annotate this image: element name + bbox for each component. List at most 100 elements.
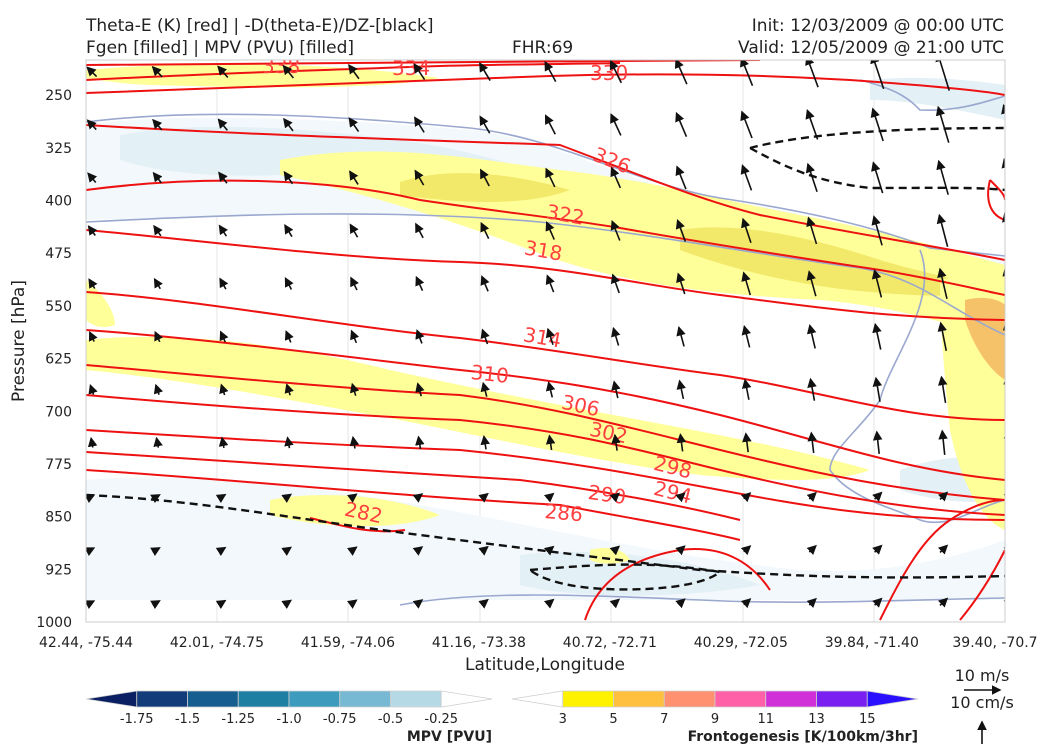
y-tick-label: 700 (45, 404, 72, 420)
wind-vector (676, 272, 686, 295)
wind-vector (805, 162, 818, 192)
wind-vector (86, 600, 96, 609)
wind-vector (805, 109, 819, 140)
wind-vector (478, 598, 489, 609)
forecast-hour: FHR:69 (512, 38, 573, 58)
wind-vector (480, 168, 490, 187)
wind-vector (871, 269, 883, 298)
colorbar-swatch (562, 690, 614, 708)
wind-vector (609, 60, 623, 84)
wind-vector (86, 547, 96, 556)
y-tick-label: 925 (45, 562, 72, 578)
wind-vector (872, 597, 883, 608)
wind-vector (675, 218, 687, 242)
wind-vector (350, 329, 360, 344)
y-axis-label: Pressure [hPa] (9, 280, 29, 402)
wind-vector (479, 62, 491, 81)
wind-vector (415, 382, 425, 397)
wind-vector (415, 329, 425, 344)
wind-vector (806, 491, 817, 502)
wind-vector (806, 544, 817, 555)
wind-vector (937, 375, 948, 403)
colorbar-swatch (339, 690, 391, 708)
y-axis: 250 325 400 475 550 625 700 775 850 925 1000 (36, 88, 72, 631)
wind-vector (1003, 374, 1005, 385)
wind-vector (544, 60, 557, 83)
wind-vector (1003, 428, 1005, 439)
wind-vector (872, 430, 883, 454)
wind-vector (414, 116, 425, 133)
wind-vector (741, 217, 752, 243)
mpv-colorbar: -1.75 -1.5 -1.25 -1.0 -0.75 -0.5 -0.25 MPV [PV… (85, 690, 493, 745)
wind-vector (611, 380, 621, 399)
wind-vector (348, 117, 360, 133)
wind-vector (478, 492, 489, 503)
wind-vector (87, 225, 98, 236)
theta-e-label-286: 286 (544, 499, 584, 526)
colorbar-tick-label: -1.5 (175, 712, 200, 727)
wind-vector (1003, 491, 1005, 502)
colorbar-swatch (613, 690, 665, 708)
x-axis: 42.44, -75.44 42.01, -74.75 41.59, -74.06 4… (39, 635, 1038, 651)
y-tick-label: 775 (45, 457, 72, 473)
chart-title-line2: Fgen [filled] | MPV (PVU) [filled] (86, 38, 354, 58)
wind-vector (676, 433, 687, 452)
colorbar-tick-label: 11 (757, 712, 774, 727)
wind-vector (412, 599, 424, 609)
wind-vector (412, 493, 424, 503)
wind-vector (219, 330, 229, 343)
colorbar-tick-label: 7 (660, 712, 668, 727)
wind-vector (480, 381, 490, 397)
y-tick-label: 1000 (36, 615, 72, 631)
wind-vector (805, 60, 819, 88)
wind-vector (675, 545, 686, 556)
wind-vector (937, 321, 948, 351)
wind-vector (1003, 544, 1005, 555)
x-axis-label: Latitude,Longitude (465, 655, 625, 675)
wind-vector (414, 169, 425, 186)
wind-vector (740, 110, 753, 139)
wind-vector (349, 223, 359, 238)
chart-title-line1: Theta-E (K) [red] | -D(theta-E)/DZ-[blac… (85, 16, 434, 36)
wind-vector (806, 323, 817, 349)
wind-vector (609, 598, 621, 609)
wind-vector (741, 325, 751, 348)
wind-vector (480, 275, 490, 292)
wind-vector (936, 213, 949, 247)
colorbar-swatch (714, 690, 767, 708)
wind-vector (478, 545, 489, 556)
wind-vector (872, 491, 883, 502)
wind-vector (545, 381, 556, 398)
wind-vector (806, 216, 818, 245)
wind-vector (610, 220, 621, 241)
x-tick-label: 42.01, -74.75 (170, 635, 264, 651)
wind-vector (282, 64, 294, 79)
wind-vector (350, 276, 359, 291)
wind-vector (545, 221, 555, 240)
wind-vector (740, 545, 752, 556)
y-tick-label: 325 (45, 141, 72, 157)
wind-vector (88, 278, 98, 289)
wind-vector (675, 492, 686, 503)
colorbar-tick-label: 5 (609, 712, 617, 727)
wind-vector (545, 167, 556, 188)
wind-vector (217, 65, 229, 78)
wind-vector (543, 545, 555, 556)
wind-vector (545, 434, 556, 451)
y-tick-label: 850 (45, 510, 72, 526)
x-tick-label: 41.16, -73.38 (432, 635, 526, 651)
colorbar-tick-label: 15 (859, 712, 876, 727)
wind-vector (284, 330, 294, 343)
y-tick-label: 475 (45, 246, 72, 262)
wind-vector (218, 224, 228, 237)
colorbar-tick-label: 9 (711, 712, 719, 727)
wind-vector (1002, 212, 1005, 223)
colorbar-tick-label: -1.75 (120, 712, 154, 727)
wind-vector (284, 223, 294, 238)
wind-vector (872, 544, 883, 555)
wind-vector (88, 331, 98, 342)
colorbar-swatch (663, 690, 716, 708)
wind-vector (284, 436, 294, 449)
wind-vector (610, 166, 622, 189)
wind-vector (937, 597, 949, 608)
